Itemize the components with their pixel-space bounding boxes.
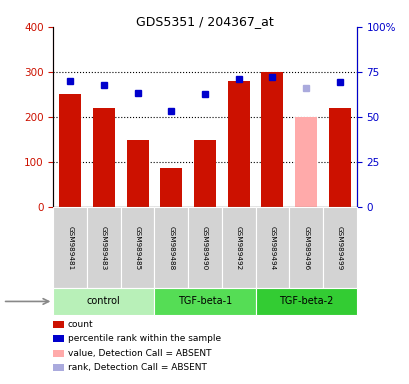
Bar xyxy=(154,288,255,315)
Bar xyxy=(255,207,289,288)
Text: GSM989499: GSM989499 xyxy=(336,225,342,270)
Text: GSM989481: GSM989481 xyxy=(67,225,73,270)
Bar xyxy=(328,108,350,207)
Bar xyxy=(120,207,154,288)
Text: GSM989494: GSM989494 xyxy=(269,225,275,270)
Bar xyxy=(261,72,283,207)
Text: GSM989496: GSM989496 xyxy=(302,225,308,270)
Bar xyxy=(53,207,87,288)
Text: percentile rank within the sample: percentile rank within the sample xyxy=(67,334,220,343)
Bar xyxy=(227,81,249,207)
Bar xyxy=(322,207,356,288)
Text: GSM989490: GSM989490 xyxy=(202,225,207,270)
Text: TGF-beta-1: TGF-beta-1 xyxy=(178,296,231,306)
Bar xyxy=(221,207,255,288)
Text: count: count xyxy=(67,319,93,329)
Text: GSM989492: GSM989492 xyxy=(235,225,241,270)
Bar xyxy=(93,108,115,207)
Bar xyxy=(53,288,154,315)
Text: value, Detection Call = ABSENT: value, Detection Call = ABSENT xyxy=(67,349,211,358)
Bar xyxy=(87,207,120,288)
Text: GDS5351 / 204367_at: GDS5351 / 204367_at xyxy=(136,15,273,28)
Text: control: control xyxy=(87,296,120,306)
Text: GSM989488: GSM989488 xyxy=(168,225,174,270)
Bar xyxy=(154,207,188,288)
Text: GSM989485: GSM989485 xyxy=(134,225,140,270)
Bar xyxy=(255,288,356,315)
Bar xyxy=(193,140,216,207)
Text: GSM989483: GSM989483 xyxy=(101,225,107,270)
Text: TGF-beta-2: TGF-beta-2 xyxy=(278,296,333,306)
Bar xyxy=(289,207,322,288)
Bar xyxy=(160,168,182,207)
Bar xyxy=(126,140,148,207)
Bar xyxy=(188,207,221,288)
Bar xyxy=(59,94,81,207)
Bar xyxy=(294,117,316,207)
Text: rank, Detection Call = ABSENT: rank, Detection Call = ABSENT xyxy=(67,363,206,372)
